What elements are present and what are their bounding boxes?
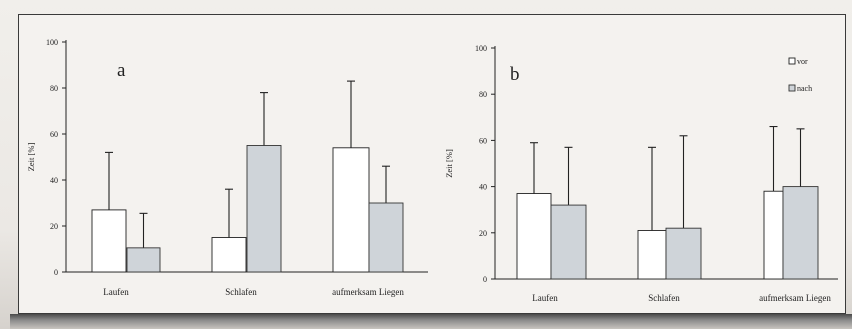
y-tick-label: 0 bbox=[483, 275, 487, 284]
y-tick-label: 0 bbox=[54, 268, 58, 277]
y-tick-label: 20 bbox=[479, 229, 487, 238]
y-tick-label: 80 bbox=[479, 90, 487, 99]
category-label: Schlafen bbox=[648, 293, 680, 303]
y-tick-label: 100 bbox=[46, 38, 58, 47]
y-tick-label: 60 bbox=[479, 136, 487, 145]
bar-nach bbox=[246, 145, 282, 273]
bar-nach bbox=[665, 227, 702, 280]
y-axis-label: Zeit [%] bbox=[444, 149, 454, 178]
chart-panel-a: 0 20 40 60 80 100 Zeit [%] a Laufen Schlafen aufme… bbox=[26, 38, 428, 297]
panel-label: b bbox=[510, 64, 520, 85]
y-tick-label: 20 bbox=[50, 222, 58, 231]
y-tick-label: 40 bbox=[479, 183, 487, 192]
legend-swatch bbox=[788, 57, 796, 65]
category-label: aufmerksam Liegen bbox=[332, 287, 404, 297]
bar-vor bbox=[211, 237, 247, 273]
chart-panel-b: 0 20 40 60 80 100 Zeit [%] b Laufen Schlafen aufme… bbox=[444, 44, 838, 303]
bar-nach bbox=[782, 186, 819, 280]
y-tick-label: 40 bbox=[50, 176, 58, 185]
y-axis-label: Zeit [%] bbox=[26, 143, 36, 172]
category-label: Laufen bbox=[532, 293, 558, 303]
scan-shadow bbox=[10, 314, 852, 329]
bar-nach bbox=[550, 204, 587, 280]
bar-vor bbox=[637, 230, 667, 280]
legend-swatch bbox=[788, 84, 796, 92]
panel-label: a bbox=[117, 60, 126, 81]
legend-label: vor bbox=[797, 57, 808, 66]
y-tick-label: 80 bbox=[50, 84, 58, 93]
bar-nach bbox=[368, 202, 404, 273]
y-tick-label: 60 bbox=[50, 130, 58, 139]
bar-vor bbox=[332, 147, 370, 273]
bar-vor bbox=[91, 209, 127, 273]
bar-vor bbox=[763, 190, 784, 280]
bar-nach bbox=[126, 247, 161, 273]
bar-vor bbox=[516, 193, 552, 280]
legend-label: nach bbox=[797, 84, 812, 93]
y-tick-label: 100 bbox=[475, 44, 487, 53]
category-label: aufmerksam Liegen bbox=[759, 293, 831, 303]
category-label: Schlafen bbox=[225, 287, 257, 297]
category-label: Laufen bbox=[103, 287, 129, 297]
